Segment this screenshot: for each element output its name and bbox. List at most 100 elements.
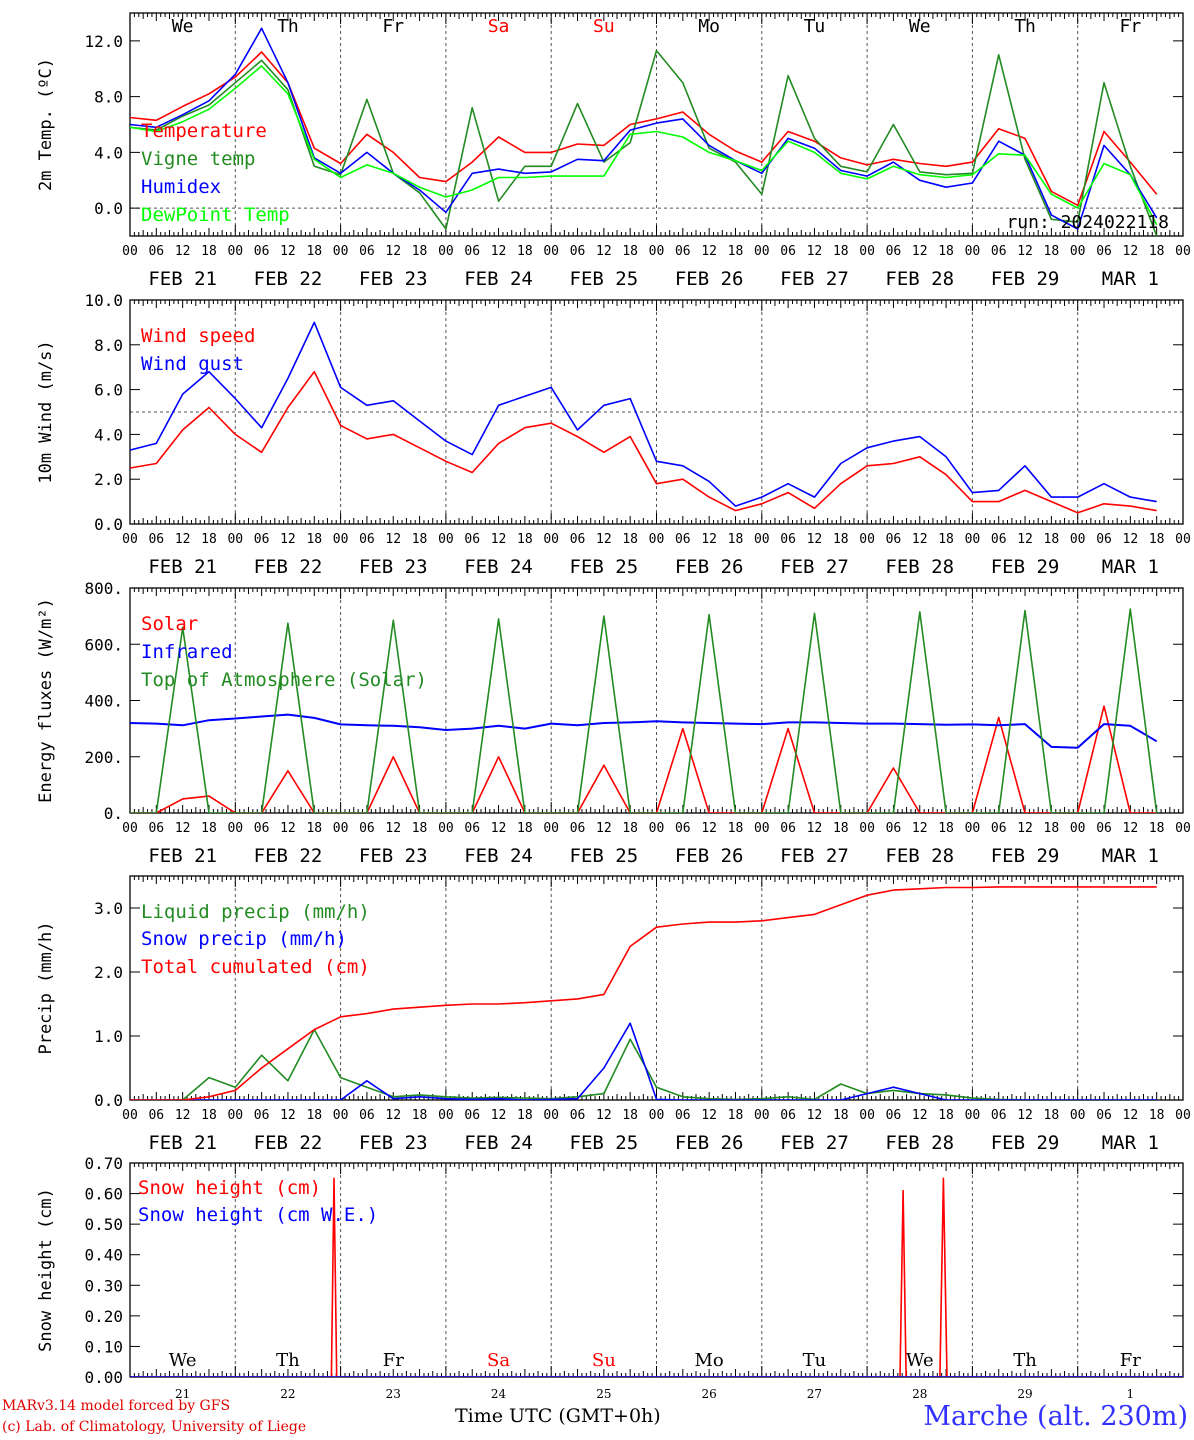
x-hour-label: 00	[859, 1108, 875, 1123]
x-hour-label: 00	[122, 821, 138, 836]
x-hour-label: 12	[807, 821, 823, 836]
legend-entry: Solar	[141, 613, 198, 635]
legend-entry: Wind speed	[141, 325, 255, 347]
x-hour-label: 06	[359, 244, 375, 259]
x-hour-label: 18	[306, 532, 322, 547]
x-date-label: FEB 27	[780, 268, 849, 290]
legend-entry: Snow height (cm W.E.)	[138, 1204, 378, 1226]
x-hour-label: 06	[675, 821, 691, 836]
x-hour-label: 12	[1123, 821, 1139, 836]
x-date-label: FEB 29	[991, 268, 1060, 290]
legend-entry: Snow precip (mm/h)	[141, 928, 347, 950]
x-hour-label: 00	[1175, 244, 1191, 259]
x-hour-label: 06	[359, 532, 375, 547]
x-date-label: FEB 24	[464, 268, 533, 290]
x-hour-label: 12	[596, 1108, 612, 1123]
x-hour-label: 18	[201, 821, 217, 836]
day-number-label: 24	[491, 1387, 507, 1401]
x-hour-label: 00	[122, 1108, 138, 1123]
x-hour-label: 12	[385, 532, 401, 547]
x-hour-label: 12	[807, 1108, 823, 1123]
panel-2: 0.0 2.0 4.0 6.0 8.0 10.0 10m Wind (m/s) 00 06 12 1…	[36, 291, 1191, 578]
legend-entry: Liquid precip (mm/h)	[141, 901, 370, 923]
legend-entry: Infrared	[141, 641, 233, 663]
x-hour-label: 12	[280, 532, 296, 547]
x-hour-label: 06	[148, 244, 164, 259]
x-hour-label: 06	[1096, 821, 1112, 836]
day-number-label: 28	[912, 1387, 927, 1401]
series-line-2	[130, 321, 1157, 507]
x-hour-label: 18	[833, 244, 849, 259]
x-hour-label: 06	[1096, 532, 1112, 547]
y-tick-label: 10.0	[84, 291, 123, 310]
x-hour-label: 06	[570, 532, 586, 547]
x-hour-label: 18	[938, 244, 954, 259]
x-hour-label: 18	[306, 1108, 322, 1123]
weekday-label: Su	[592, 1350, 616, 1371]
x-hour-label: 06	[780, 244, 796, 259]
x-hour-label: 06	[359, 821, 375, 836]
series-line-4	[130, 65, 1158, 226]
x-hour-label: 00	[1175, 1108, 1191, 1123]
y-tick-label: 0.0	[94, 199, 123, 218]
x-date-label: MAR 1	[1102, 845, 1159, 867]
x-hour-label: 18	[201, 244, 217, 259]
x-hour-label: 12	[912, 532, 928, 547]
x-hour-label: 18	[728, 821, 744, 836]
weekday-label: Sa	[487, 1350, 510, 1371]
x-hour-label: 18	[1149, 821, 1165, 836]
x-hour-label: 00	[965, 244, 981, 259]
x-date-label: FEB 23	[359, 1132, 428, 1154]
y-axis-title: 10m Wind (m/s)	[36, 340, 56, 483]
x-hour-label: 06	[991, 244, 1007, 259]
weekday-label: Su	[593, 16, 615, 37]
y-tick-label: 2.0	[94, 963, 123, 982]
x-hour-label: 00	[227, 244, 243, 259]
series-line-3	[130, 886, 1157, 1100]
x-hour-label: 06	[359, 1108, 375, 1123]
x-hour-label: 12	[491, 1108, 507, 1123]
legend-entry: Wind gust	[141, 353, 244, 375]
x-hour-label: 12	[701, 532, 717, 547]
day-number-label: 26	[702, 1387, 717, 1401]
y-tick-label: 3.0	[94, 899, 123, 918]
x-hour-label: 06	[886, 244, 902, 259]
plot-frame	[129, 12, 1184, 237]
weekday-label: Fr	[1120, 1350, 1141, 1371]
x-hour-label: 00	[333, 1108, 349, 1123]
series-line-1	[130, 1028, 1157, 1100]
x-date-label: FEB 23	[359, 556, 428, 578]
x-hour-label: 18	[1044, 244, 1060, 259]
x-hour-label: 00	[1070, 1108, 1086, 1123]
x-hour-label: 00	[227, 821, 243, 836]
x-hour-label: 12	[1017, 1108, 1033, 1123]
weekday-label: Tu	[804, 16, 826, 37]
x-date-label: FEB 28	[885, 556, 954, 578]
x-hour-label: 00	[754, 821, 770, 836]
x-hour-label: 00	[649, 244, 665, 259]
y-axis-title: 2m Temp. (ºC)	[36, 58, 56, 191]
x-hour-label: 18	[517, 532, 533, 547]
x-date-label: FEB 23	[359, 845, 428, 867]
x-date-label: FEB 22	[254, 556, 323, 578]
x-hour-label: 06	[886, 1108, 902, 1123]
x-date-label: FEB 29	[991, 845, 1060, 867]
x-hour-label: 18	[938, 1108, 954, 1123]
x-date-label: FEB 21	[148, 1132, 217, 1154]
x-hour-label: 00	[649, 821, 665, 836]
x-hour-label: 18	[938, 532, 954, 547]
x-hour-label: 00	[1070, 532, 1086, 547]
weekday-label: Mo	[695, 1350, 724, 1371]
x-hour-label: 00	[227, 1108, 243, 1123]
x-hour-label: 18	[517, 1108, 533, 1123]
x-hour-label: 18	[517, 821, 533, 836]
y-tick-label: 200.	[84, 748, 123, 767]
weekday-label: Mo	[698, 16, 720, 37]
y-tick-label: 8.0	[94, 88, 123, 107]
x-hour-label: 00	[333, 532, 349, 547]
x-date-label: FEB 29	[991, 556, 1060, 578]
x-hour-label: 12	[1017, 821, 1033, 836]
x-hour-label: 00	[754, 532, 770, 547]
series-line-2	[130, 1022, 1157, 1100]
legend-entry: Humidex	[141, 176, 221, 198]
